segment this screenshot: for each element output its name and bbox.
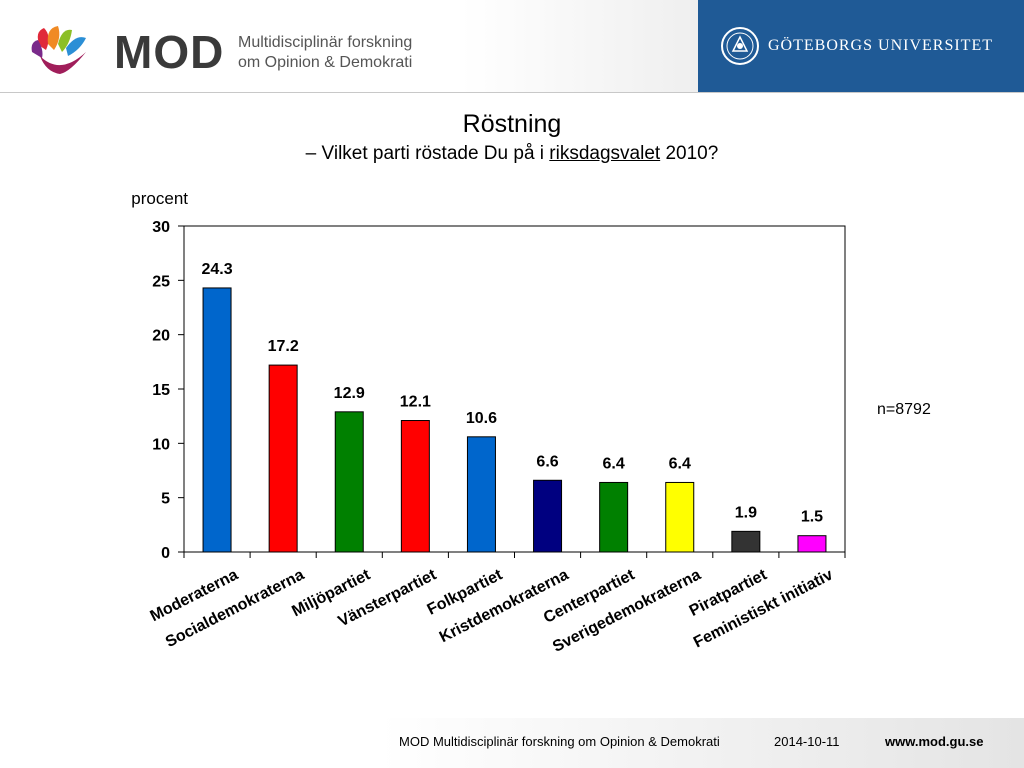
slide-subtitle: – Vilket parti röstade Du på i riksdagsv… bbox=[0, 143, 1024, 165]
bar bbox=[202, 287, 232, 553]
bar bbox=[533, 479, 563, 553]
y-tick-label: 15 bbox=[152, 382, 170, 399]
y-tick-label: 0 bbox=[161, 545, 170, 562]
mod-brand: MOD bbox=[114, 26, 225, 78]
bar-value-label: 6.6 bbox=[536, 453, 558, 470]
bar-value-label: 1.5 bbox=[801, 509, 823, 526]
subtitle-year: 2010? bbox=[660, 143, 719, 164]
brand-sub-line1: Multidisciplinär forskning bbox=[238, 34, 413, 51]
bar bbox=[731, 530, 761, 553]
university-seal-icon bbox=[721, 27, 759, 65]
bar bbox=[268, 364, 298, 553]
bar-value-label: 12.9 bbox=[334, 385, 365, 402]
y-tick-label: 10 bbox=[152, 436, 170, 453]
bar-value-label: 17.2 bbox=[268, 338, 299, 355]
subtitle-question: – Vilket parti röstade Du på i bbox=[305, 143, 550, 164]
sample-size-label: n=8792 bbox=[877, 401, 931, 418]
bar-value-label: 6.4 bbox=[669, 455, 691, 472]
slide-title: Röstning bbox=[462, 110, 562, 138]
bar bbox=[466, 436, 496, 553]
y-tick-label: 25 bbox=[152, 273, 170, 290]
mod-flower-icon bbox=[31, 26, 86, 74]
y-axis-label: procent bbox=[131, 189, 188, 208]
y-tick-label: 5 bbox=[161, 491, 170, 508]
y-tick-label: 20 bbox=[152, 328, 170, 345]
footer-date: 2014-10-11 bbox=[774, 734, 840, 749]
footer-org: MOD Multidisciplinär forskning om Opinio… bbox=[399, 734, 720, 749]
bar bbox=[665, 481, 695, 553]
bar-value-label: 24.3 bbox=[201, 261, 232, 278]
brand-sub-line2: om Opinion & Demokrati bbox=[238, 54, 413, 71]
university-banner: GÖTEBORGS UNIVERSITET bbox=[698, 0, 1024, 92]
university-name: GÖTEBORGS UNIVERSITET bbox=[768, 37, 993, 54]
y-tick-label: 30 bbox=[152, 219, 170, 236]
header-banner: MOD Multidisciplinär forskning om Opinio… bbox=[0, 0, 1024, 93]
footer-url[interactable]: www.mod.gu.se bbox=[885, 734, 984, 749]
bar-value-label: 12.1 bbox=[400, 394, 431, 411]
bar-value-label: 1.9 bbox=[735, 504, 757, 521]
bar bbox=[400, 420, 430, 553]
mod-brand-subtitle: Multidisciplinär forskning om Opinion & … bbox=[238, 33, 412, 73]
bar-value-label: 10.6 bbox=[466, 410, 497, 427]
bar bbox=[599, 481, 629, 553]
subtitle-underlined: riksdagsvalet bbox=[549, 143, 661, 164]
bar bbox=[797, 535, 827, 553]
bar-value-label: 6.4 bbox=[603, 455, 625, 472]
footer-bar bbox=[380, 718, 1024, 768]
bar bbox=[334, 411, 364, 553]
